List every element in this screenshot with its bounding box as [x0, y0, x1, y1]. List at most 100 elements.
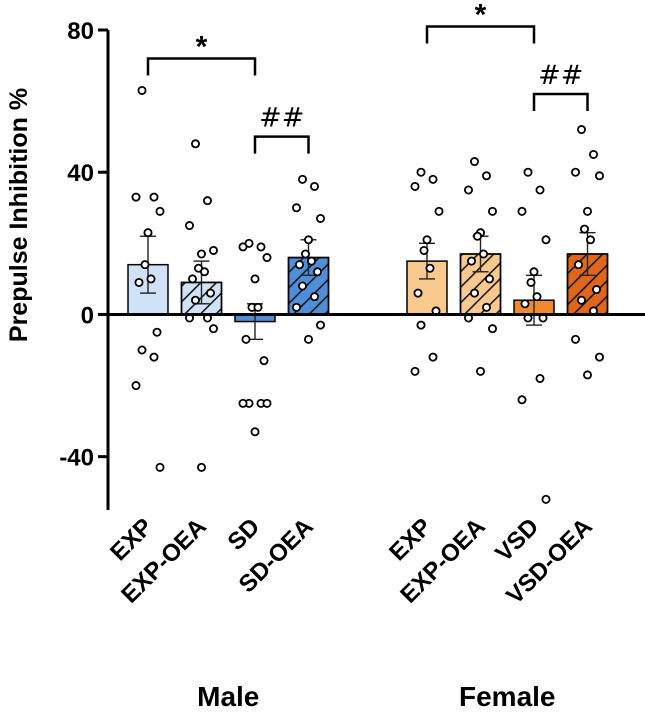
- data-point: [196, 462, 206, 472]
- significance-hash: ##: [538, 60, 583, 91]
- data-point: [463, 185, 473, 195]
- data-point: [149, 192, 159, 202]
- data-point: [131, 192, 141, 202]
- data-point: [143, 228, 153, 238]
- significance-bracket: [532, 92, 589, 111]
- data-point: [526, 277, 536, 287]
- data-point: [238, 398, 248, 408]
- data-point: [481, 302, 491, 312]
- data-point: [541, 235, 551, 245]
- data-point: [187, 274, 197, 284]
- significance-layer: * ## * ##: [146, 0, 589, 154]
- data-point: [297, 281, 307, 291]
- data-point: [312, 267, 322, 277]
- significance-bracket: [253, 135, 310, 154]
- data-point: [291, 302, 301, 312]
- significance-star: *: [196, 30, 208, 63]
- data-point: [309, 292, 319, 302]
- data-point: [131, 381, 141, 391]
- data-point: [469, 157, 479, 167]
- data-point: [595, 352, 605, 362]
- data-point: [574, 260, 584, 270]
- y-tick-label: 80: [67, 18, 94, 45]
- data-point: [303, 334, 313, 344]
- y-tick-label: 40: [67, 160, 94, 187]
- significance-hash: ##: [259, 103, 304, 134]
- data-point: [416, 320, 426, 330]
- data-point: [205, 288, 215, 298]
- bars-layer: [127, 253, 609, 323]
- data-point: [580, 224, 590, 234]
- data-point: [595, 171, 605, 181]
- data-point: [419, 245, 429, 255]
- data-point: [571, 334, 581, 344]
- data-point: [571, 167, 581, 177]
- data-point: [428, 352, 438, 362]
- data-point: [469, 288, 479, 298]
- data-point: [410, 181, 420, 191]
- data-point: [517, 395, 527, 405]
- data-point: [190, 295, 200, 305]
- data-point: [149, 352, 159, 362]
- data-point: [315, 213, 325, 223]
- x-category-label: SD: [223, 513, 266, 556]
- data-point: [155, 206, 165, 216]
- data-point: [256, 242, 266, 252]
- data-point: [475, 366, 485, 376]
- data-point: [520, 299, 530, 309]
- data-point: [250, 427, 260, 437]
- data-point: [146, 274, 156, 284]
- data-point: [315, 320, 325, 330]
- data-point: [196, 249, 206, 259]
- data-point: [262, 253, 272, 263]
- data-point: [535, 373, 545, 383]
- significance-star: *: [475, 0, 487, 31]
- data-point: [487, 324, 497, 334]
- data-point: [259, 356, 269, 366]
- data-point: [241, 334, 251, 344]
- data-point: [300, 249, 310, 259]
- data-point: [535, 185, 545, 195]
- data-point: [484, 274, 494, 284]
- group-label-male: Male: [197, 681, 259, 712]
- data-point: [434, 206, 444, 216]
- data-point: [428, 174, 438, 184]
- data-point: [583, 370, 593, 380]
- data-point: [416, 167, 426, 177]
- data-point: [303, 235, 313, 245]
- data-point: [190, 139, 200, 149]
- group-labels: Male Female: [197, 681, 555, 712]
- data-point: [422, 235, 432, 245]
- data-point: [262, 398, 272, 408]
- data-point: [208, 324, 218, 334]
- data-point: [309, 181, 319, 191]
- data-point: [589, 149, 599, 159]
- data-point: [541, 494, 551, 504]
- data-point: [592, 285, 602, 295]
- data-point: [202, 196, 212, 206]
- data-point: [410, 366, 420, 376]
- data-point: [532, 292, 542, 302]
- data-point: [137, 85, 147, 95]
- data-point: [478, 249, 488, 259]
- data-point: [155, 462, 165, 472]
- data-point: [523, 167, 533, 177]
- data-point: [140, 260, 150, 270]
- data-point: [184, 221, 194, 231]
- data-point: [250, 274, 260, 284]
- y-tick-label: 0: [81, 302, 94, 329]
- y-axis-label: Prepulse Inhibition %: [5, 88, 33, 342]
- data-point: [294, 260, 304, 270]
- data-point: [577, 125, 587, 135]
- data-point: [208, 245, 218, 255]
- data-point: [253, 302, 263, 312]
- data-point: [529, 267, 539, 277]
- data-point: [306, 256, 316, 266]
- data-point: [517, 206, 527, 216]
- data-point: [134, 277, 144, 287]
- data-point: [152, 327, 162, 337]
- significance-bracket: [425, 25, 536, 44]
- data-point: [425, 263, 435, 273]
